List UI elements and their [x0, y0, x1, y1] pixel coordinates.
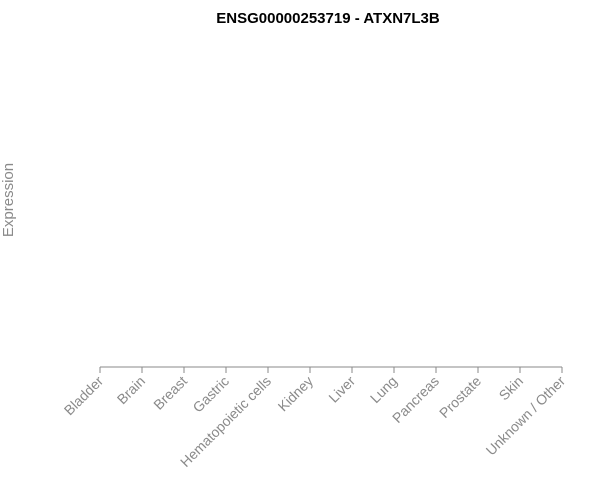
x-tick-label: Unknown / Other	[483, 373, 569, 459]
x-tick-label: Bladder	[61, 373, 107, 419]
x-tick-label: Kidney	[275, 373, 317, 415]
x-tick-label: Prostate	[436, 373, 484, 421]
x-tick-label: Pancreas	[389, 373, 442, 426]
x-tick-label: Liver	[325, 373, 358, 406]
x-tick-label: Skin	[496, 373, 527, 404]
x-tick-label: Breast	[150, 373, 190, 413]
x-tick-label: Lung	[367, 373, 400, 406]
chart-title: ENSG00000253719 - ATXN7L3B	[216, 10, 440, 27]
x-tick-label: Brain	[114, 373, 148, 407]
y-axis-label: Expression	[0, 163, 17, 237]
